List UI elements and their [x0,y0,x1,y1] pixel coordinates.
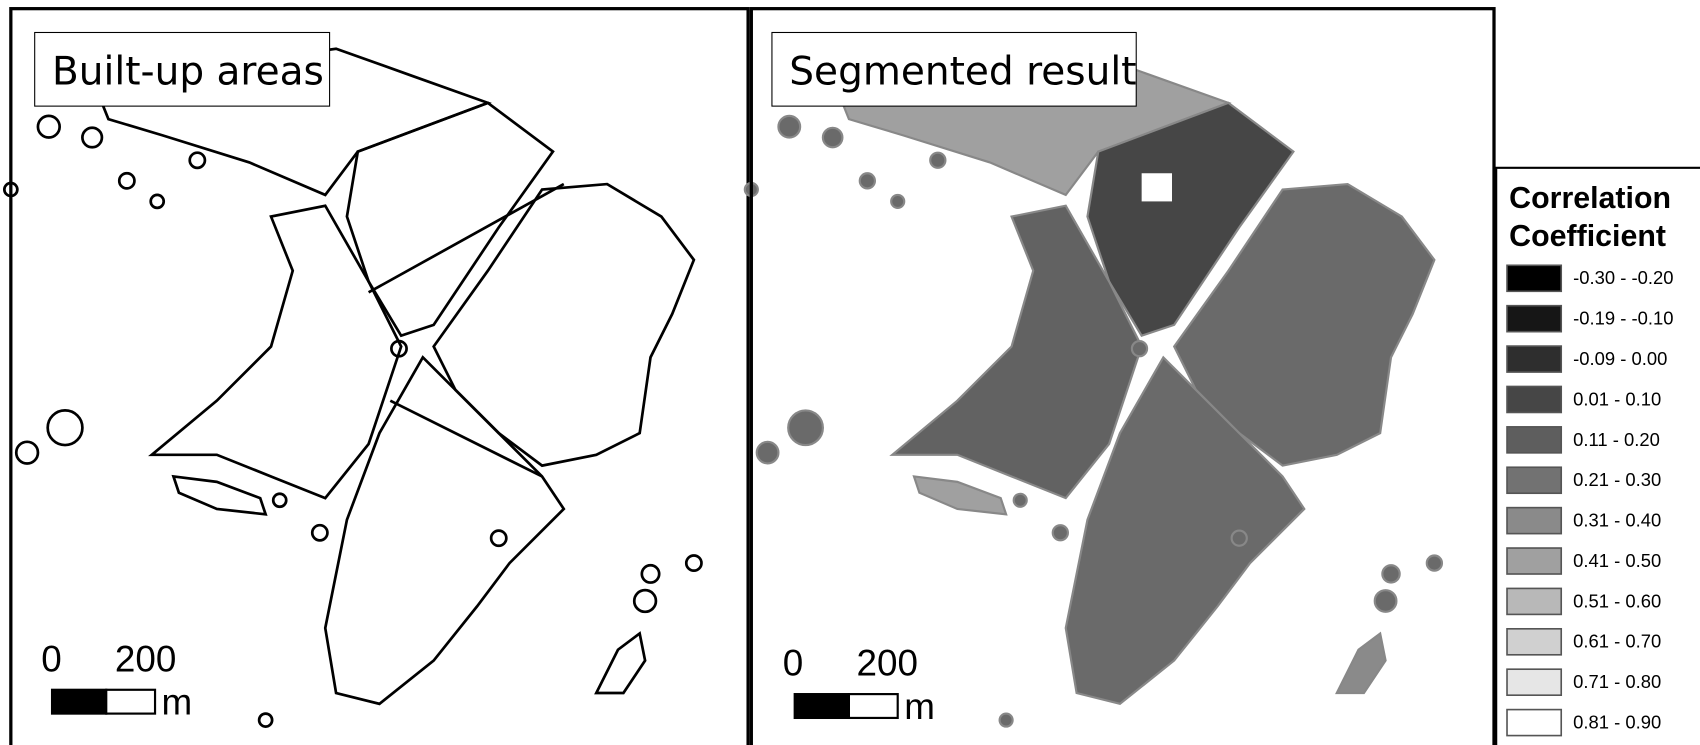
legend-label: 0.41 - 0.50 [1573,550,1661,571]
legend-swatch [1507,306,1561,332]
legend-swatch [1507,548,1561,574]
legend-swatch [1507,629,1561,655]
scale-tick: 200 [857,643,918,684]
legend-label: 0.01 - 0.10 [1573,388,1661,409]
scale-tick: 0 [41,638,61,679]
legend-label: 0.81 - 0.90 [1573,712,1661,733]
legend-label: 0.61 - 0.70 [1573,631,1661,652]
scale-unit: m [162,682,193,723]
legend-label: 0.71 - 0.80 [1573,671,1661,692]
legend-swatch [1507,265,1561,291]
legend-label: -0.19 - -0.10 [1573,308,1673,329]
scale-bar: 0 200 m [41,638,192,722]
legend-swatch [1507,467,1561,493]
panel-label: Segmented result [789,49,1136,94]
legend-label: 0.51 - 0.60 [1573,590,1661,611]
scale-tick: 0 [783,643,803,684]
page: Built-up areas 0 200 m Segmented result … [0,0,1700,745]
legend-swatch [1507,710,1561,736]
scale-tick: 200 [115,638,176,679]
legend-label: -0.09 - 0.00 [1573,348,1667,369]
legend-swatch [1507,427,1561,453]
legend-swatch [1507,346,1561,372]
legend-label: 0.11 - 0.20 [1573,429,1660,450]
legend-swatch [1507,588,1561,614]
legend-label: 0.31 - 0.40 [1573,510,1661,531]
legend-swatch [1507,669,1561,695]
scale-unit: m [904,686,935,727]
legend-label: -0.30 - -0.20 [1573,267,1673,288]
legend-title: Correlation [1509,182,1671,215]
scale-bar: 0 200 m [783,643,935,727]
legend-label: 0.21 - 0.30 [1573,469,1661,490]
legend-swatch [1507,386,1561,412]
legend-title: Coefficient [1509,220,1666,253]
legend-swatch [1507,508,1561,534]
figure: Built-up areas 0 200 m Segmented result … [0,0,1700,745]
legend: Correlation Coefficient -0.30 - -0.20 -0.… [1496,168,1700,745]
left-map [4,49,701,727]
right-map [745,49,1442,727]
panel-label: Built-up areas [52,49,324,94]
